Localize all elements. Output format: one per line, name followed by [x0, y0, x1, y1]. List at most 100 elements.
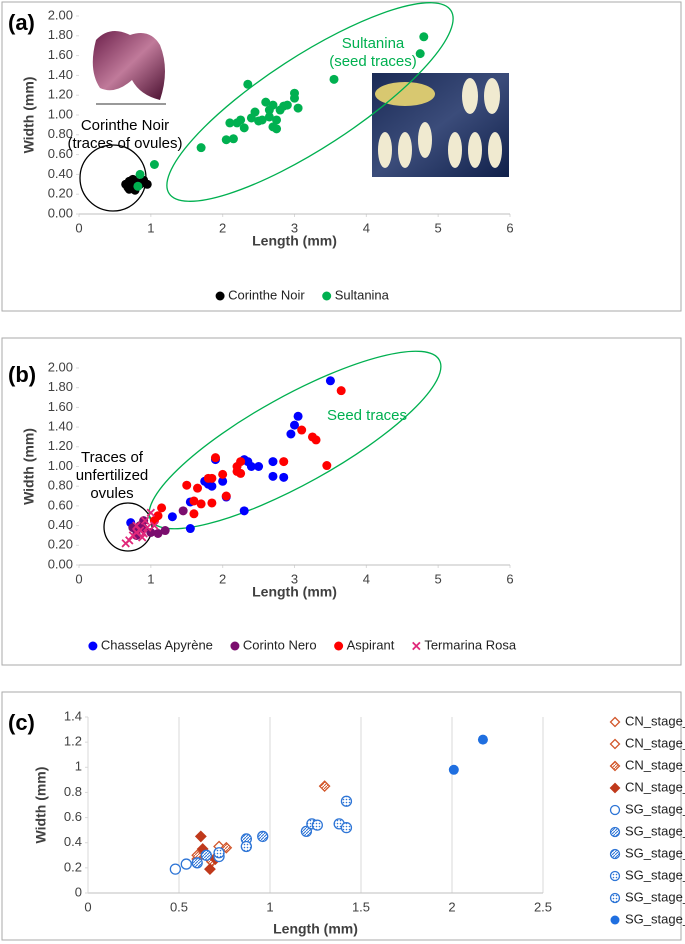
y-tick-label: 1.60 [48, 47, 73, 62]
panel-frame [1, 691, 682, 941]
cluster-ellipse [148, 350, 442, 530]
y-tick-label: 1.80 [48, 379, 73, 394]
x-tick-label: 2 [219, 571, 226, 586]
x-tick-label: 0 [75, 220, 82, 235]
y-axis-title: Width (mm) [21, 428, 37, 505]
legend-marker [609, 804, 621, 816]
point [250, 107, 260, 117]
point [146, 508, 156, 518]
legend-label: Corinthe Noir [228, 287, 305, 302]
legend-label: CN_stage_4 [625, 735, 685, 750]
annotation: ovules [90, 485, 133, 502]
point [182, 480, 192, 490]
panel-label: (b) [8, 362, 36, 387]
legend-marker [610, 915, 620, 925]
x-tick-label: 1.5 [352, 899, 370, 914]
legend-marker [322, 291, 332, 301]
y-tick-label: 0.6 [64, 809, 82, 824]
y-tick-label: 2.00 [48, 359, 73, 374]
y-tick-label: 0.8 [64, 784, 82, 799]
legend-marker [609, 782, 621, 794]
point [149, 516, 159, 526]
y-tick-label: 0.2 [64, 859, 82, 874]
y-axis-title: Width (mm) [21, 77, 37, 154]
photo-corinthe [92, 31, 166, 105]
point [126, 178, 136, 188]
point [180, 858, 192, 870]
x-tick-label: 4 [363, 571, 370, 586]
legend-label: SG_stage_5 [625, 889, 685, 904]
point [448, 764, 459, 775]
point [293, 103, 303, 113]
y-tick-label: 1.2 [64, 734, 82, 749]
point [257, 830, 269, 843]
point [254, 116, 264, 126]
y-tick-label: 0.60 [48, 146, 73, 161]
point [322, 461, 332, 471]
x-tick-label: 1 [266, 899, 273, 914]
x-tick-label: 2 [448, 899, 455, 914]
y-tick-label: 0.80 [48, 126, 73, 141]
annotation: Sultanina [342, 35, 405, 52]
y-tick-label: 1 [75, 759, 82, 774]
legend-marker [609, 738, 621, 750]
point [293, 411, 303, 421]
legend-marker [609, 716, 621, 728]
point [189, 496, 199, 506]
y-tick-label: 1.00 [48, 458, 73, 473]
point [160, 526, 170, 536]
point [282, 100, 292, 110]
y-tick-label: 0.20 [48, 186, 73, 201]
cluster-ellipse [166, 2, 454, 202]
y-tick-label: 0.80 [48, 478, 73, 493]
legend-marker [334, 641, 344, 651]
point [221, 135, 231, 145]
point [243, 79, 253, 89]
point [279, 457, 289, 467]
y-tick-label: 1.20 [48, 87, 73, 102]
x-axis-title: Length (mm) [273, 921, 358, 937]
point [254, 462, 264, 471]
legend-label: Aspirant [347, 637, 395, 652]
x-tick-label: 5 [435, 220, 442, 235]
y-tick-label: 1.40 [48, 419, 73, 434]
legend-marker [215, 291, 225, 301]
point [236, 468, 246, 478]
point [246, 462, 256, 471]
legend-marker [609, 892, 621, 904]
point [169, 863, 182, 875]
legend-marker [230, 641, 240, 651]
point [268, 471, 278, 481]
x-tick-label: 0.5 [170, 899, 188, 914]
x-tick-label: 0 [75, 571, 82, 586]
panel-frame [1, 1, 682, 312]
point [279, 472, 289, 482]
point [297, 425, 307, 435]
point [329, 74, 339, 84]
point [213, 847, 225, 859]
point [207, 481, 217, 491]
legend-label: SG_stage_4 [625, 867, 685, 882]
legend-label: Chasselas Apyrène [101, 637, 213, 652]
annotation: Traces of [81, 449, 144, 466]
point [318, 780, 331, 793]
point [220, 841, 233, 854]
point [419, 32, 429, 42]
x-tick-label: 2.5 [534, 899, 552, 914]
point [178, 506, 188, 516]
point [204, 863, 216, 876]
annotation: (seed traces) [329, 53, 417, 70]
y-tick-label: 0.00 [48, 556, 73, 571]
legend-marker [609, 826, 621, 838]
point [167, 512, 177, 522]
point [290, 93, 299, 103]
point [153, 528, 163, 538]
y-tick-label: 0.40 [48, 166, 73, 181]
point [311, 435, 321, 445]
annotation: unfertilized [76, 467, 149, 484]
point [218, 476, 228, 486]
point [200, 849, 212, 861]
legend-marker [88, 641, 98, 651]
annotation: Corinthe Noir [81, 117, 169, 134]
point [340, 821, 353, 834]
